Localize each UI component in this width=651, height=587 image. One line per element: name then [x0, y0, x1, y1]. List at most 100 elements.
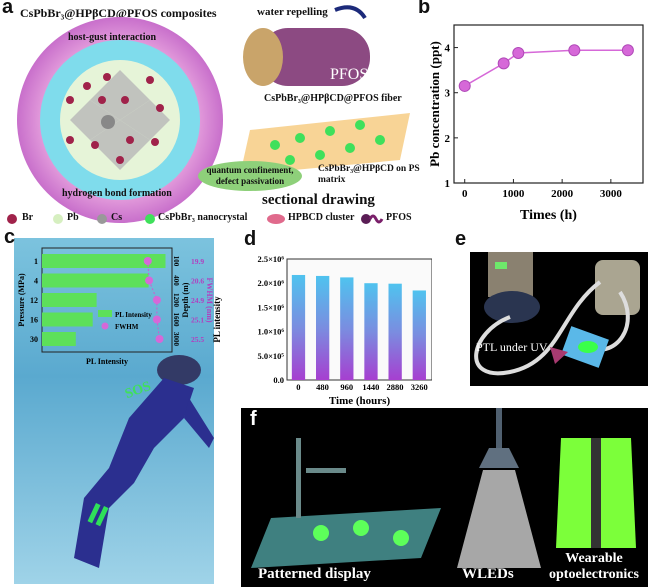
legend-intensity-label: PL Intensity	[115, 311, 152, 319]
fwhm-point	[145, 276, 154, 285]
pressure-tick: 4	[34, 277, 38, 286]
intensity-bar	[42, 312, 93, 327]
x-axis-label: Time (hours)	[329, 395, 391, 407]
panel-c-xlabel: PL Intensity	[86, 357, 128, 366]
panel-a-title: CsPbBr₃@HPβCD@PFOS composites	[20, 6, 217, 20]
bar	[412, 290, 426, 380]
y-tick-label: 5.0×10⁵	[257, 351, 284, 361]
diver-stripes	[87, 503, 109, 527]
y-axis-label: PL intensity	[212, 296, 222, 343]
legend-pb: Pb	[67, 212, 79, 223]
lamp-pole	[496, 408, 502, 448]
data-point	[512, 46, 525, 59]
tube	[474, 280, 602, 376]
pump-photo	[470, 252, 648, 386]
caption-wleds: WLEDs	[462, 566, 514, 582]
matrix-label: CsPbBr₃@HPβCD on PS matrix	[318, 164, 420, 185]
y-tick-label: 2.0×10⁶	[257, 278, 284, 288]
legend-pfos-icon	[361, 214, 371, 224]
host-guest-label: host-gust interaction	[68, 32, 157, 43]
legend-br: Br	[22, 212, 34, 223]
pressure-tick: 30	[30, 335, 38, 344]
plot-frame	[453, 24, 644, 184]
lamp-icon	[479, 448, 519, 468]
diver-illustration	[74, 355, 214, 568]
hydrogen-bond-label: hydrogen bond formation	[62, 188, 172, 199]
caption-wearable: Wearable optoelectronics	[549, 551, 639, 582]
legend-cs-icon	[97, 214, 107, 224]
pressure-tick: 16	[30, 316, 38, 325]
legend-cs: Cs	[111, 212, 123, 223]
x-tick-label: 0	[296, 382, 300, 392]
pump-head	[484, 291, 540, 323]
legend-nanocrystal-icon	[145, 214, 155, 224]
water-repelling-arrow-icon	[334, 5, 367, 20]
x-tick-label: 0	[462, 188, 468, 200]
legend-fwhm-marker	[101, 322, 109, 330]
cs-atom	[101, 115, 115, 129]
y-tick-label: 1.5×10⁶	[257, 302, 284, 312]
cloud-label: quantum confinement, defect passivation	[206, 165, 294, 186]
patterned-icons	[313, 520, 409, 546]
panel-f-background	[241, 408, 648, 587]
x-tick-label: 1440	[362, 382, 379, 392]
fwhm-point	[155, 335, 164, 343]
fwhm-point	[152, 315, 161, 324]
sectional-drawing-label: sectional drawing	[262, 192, 375, 208]
fwhm-tick: 25.1	[191, 316, 204, 325]
pressure-tick: 12	[30, 296, 38, 305]
bar	[316, 275, 330, 380]
depth-tick: 1200	[172, 293, 180, 308]
depth-axis-label: Depth (m)	[181, 282, 190, 317]
light-beam	[457, 470, 541, 568]
fiber-end	[243, 28, 283, 86]
fwhm-tick: 24.9	[191, 296, 204, 305]
pfos-fiber	[260, 28, 370, 86]
depth-tick: 3000	[172, 332, 180, 347]
legend-intensity-swatch	[98, 310, 112, 317]
panel-d-chart: 0.0 5.0×10⁵ 1.0×10⁶ 1.5×10⁶ 2.0×10⁶ 2.5×10⁶ 0 4…	[212, 254, 432, 407]
panel-a-label: a	[2, 0, 14, 18]
fiber-label: CsPbBr₃@HPβCD@PFOS fiber	[264, 93, 402, 104]
data-point	[621, 44, 634, 57]
br-atoms	[66, 73, 164, 164]
bar	[364, 283, 378, 380]
fwhm-tick: 20.6	[191, 277, 204, 286]
y-tick-label: 0.0	[273, 375, 284, 385]
legend-pb-icon	[53, 214, 63, 224]
octahedra	[70, 70, 170, 170]
intensity-bar	[42, 293, 97, 307]
panel-c-label: c	[4, 226, 16, 248]
panel-d-label: d	[244, 228, 257, 250]
pump-photo-drawing	[474, 252, 640, 376]
legend-pfos: PFOS	[386, 212, 412, 223]
panel-b-label: b	[418, 0, 431, 18]
x-tick-label: 1000	[502, 188, 525, 200]
depth-tick: 100	[172, 256, 180, 267]
bar	[291, 274, 306, 380]
fwhm-axis-label: FWHM (nm)	[205, 277, 214, 322]
y-tick-label: 2.5×10⁶	[257, 254, 284, 264]
legend-hpbcd: HPBCD cluster	[288, 212, 355, 223]
x-axis-label: Times (h)	[520, 208, 577, 223]
data-point	[458, 79, 471, 92]
intensity-bar	[42, 332, 76, 346]
pressure-tick: 1	[34, 257, 38, 266]
fwhm-tick: 19.9	[191, 257, 204, 266]
diver	[74, 355, 214, 568]
beaker	[595, 260, 640, 315]
legend-fwhm-label: FWHM	[115, 323, 139, 331]
depth-tick: 1600	[172, 313, 180, 328]
data-point	[568, 44, 581, 57]
data-line	[464, 49, 628, 87]
legend-hpbcd-icon	[267, 214, 285, 224]
x-tick-label: 480	[316, 382, 329, 392]
x-tick-label: 3260	[411, 382, 428, 392]
depth-tick: 400	[172, 275, 180, 286]
pointer-arrow-icon	[550, 347, 568, 364]
x-tick-label: 2000	[551, 188, 574, 200]
nanocrystals	[270, 120, 385, 165]
fwhm-point	[152, 296, 161, 304]
y-tick-label: 1	[445, 178, 451, 190]
